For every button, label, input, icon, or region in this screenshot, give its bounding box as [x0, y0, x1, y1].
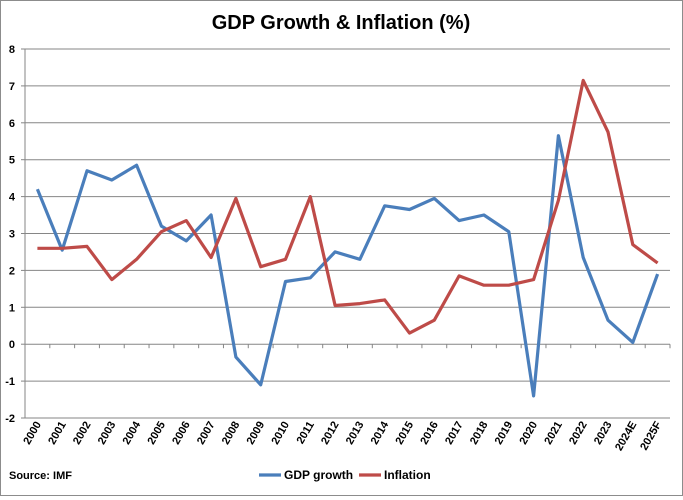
x-tick-label: 2024E	[613, 420, 639, 454]
source-note: Source: IMF	[9, 470, 72, 482]
x-tick-label: 2008	[220, 420, 243, 447]
y-tick-label: 4	[9, 192, 16, 204]
x-tick-label: 2006	[170, 420, 193, 447]
x-tick-label: 2015	[393, 420, 416, 447]
y-tick-label: -1	[5, 376, 15, 388]
x-tick-label: 2010	[269, 420, 292, 447]
x-tick-label: 2005	[145, 420, 168, 447]
x-tick-label: 2021	[542, 420, 565, 447]
x-tick-label: 2023	[592, 420, 615, 447]
x-tick-label: 2004	[121, 419, 144, 447]
x-tick-label: 2002	[71, 420, 94, 447]
y-tick-label: 0	[9, 339, 15, 351]
series-line-gdp-growth	[35, 134, 660, 398]
y-tick-label: 2	[9, 265, 15, 277]
legend-label: Inflation	[384, 468, 431, 482]
x-tick-label: 2001	[46, 420, 69, 447]
x-tick-label: 2017	[443, 420, 466, 447]
y-tick-label: 1	[9, 302, 15, 314]
x-tick-label: 2016	[418, 420, 441, 447]
x-tick-label: 2000	[21, 420, 44, 447]
chart-title: GDP Growth & Inflation (%)	[212, 12, 471, 34]
y-tick-label: 7	[9, 81, 15, 93]
x-tick-label: 2019	[493, 420, 516, 447]
x-tick-label: 2022	[567, 420, 590, 447]
x-tick-label: 2014	[369, 419, 392, 447]
x-tick-label: 2013	[344, 420, 367, 447]
y-tick-label: 6	[9, 118, 15, 130]
x-tick-label: 2007	[195, 420, 218, 447]
x-tick-label: 2012	[319, 420, 342, 447]
x-tick-label: 2025F	[638, 419, 664, 452]
series-line-inflation	[37, 78, 659, 335]
x-tick-label: 2003	[96, 420, 119, 447]
y-tick-label: 3	[9, 229, 15, 241]
legend-label: GDP growth	[284, 468, 353, 482]
x-tick-label: 2011	[295, 420, 317, 447]
x-tick-label: 2009	[245, 420, 268, 447]
y-tick-label: 8	[9, 44, 15, 56]
x-tick-label: 2018	[468, 420, 491, 447]
y-tick-label: -2	[5, 413, 15, 425]
y-tick-label: 5	[9, 155, 15, 167]
x-tick-label: 2020	[518, 420, 541, 447]
